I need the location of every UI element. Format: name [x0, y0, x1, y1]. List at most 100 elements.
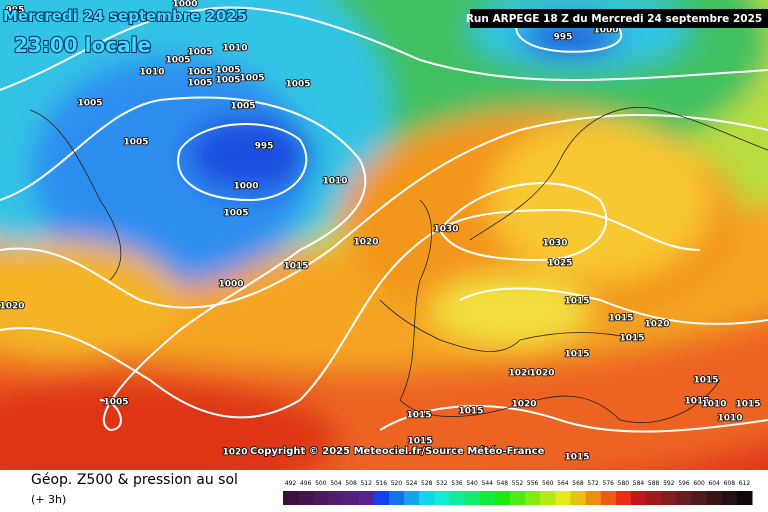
colorbar-tick: 584	[633, 480, 645, 487]
isobar-label: 1005	[103, 398, 128, 408]
coastlines	[29, 107, 768, 423]
colorbar-tick: 560	[542, 480, 554, 487]
colorbar-tick: 604	[708, 480, 720, 487]
colorbar-tick: 612	[739, 480, 751, 487]
colorbar-swatch	[404, 491, 420, 505]
colorbar-swatch	[630, 491, 647, 505]
isobar-label: 1030	[433, 225, 458, 235]
colorbar-tick: 516	[376, 480, 388, 487]
isobar-label: 1030	[542, 239, 567, 249]
isobar-label: 1005	[223, 209, 248, 219]
colorbar-swatch	[343, 491, 360, 505]
colorbar-swatch	[373, 491, 390, 505]
isobar-label: 1020	[529, 369, 554, 379]
colorbar-swatch	[600, 491, 617, 505]
colorbar-swatch	[328, 491, 345, 505]
colorbar-swatch	[736, 491, 753, 505]
colorbar-tick: 552	[512, 480, 524, 487]
colorbar: 492 496 500 504 508 512 516 520 524 528 532 536 540 5…	[283, 480, 753, 505]
colorbar-swatch	[313, 491, 329, 505]
isobar-label: 995	[554, 33, 573, 43]
colorbar-swatch	[298, 491, 314, 505]
isobar-label: 1005	[215, 66, 240, 76]
isobar-label: 1000	[218, 280, 243, 290]
colorbar-swatch	[615, 491, 632, 505]
isobar-label: 1015	[458, 407, 483, 417]
run-label: Run ARPEGE 18 Z du Mercredi 24 septembre…	[466, 13, 762, 25]
isobar-label: 1000	[233, 182, 258, 192]
colorbar-tick: 528	[421, 480, 433, 487]
isobar-label: 1015	[564, 297, 589, 307]
colorbar-swatch	[721, 491, 738, 505]
colorbar-swatch	[691, 491, 708, 505]
colorbar-swatch	[585, 491, 602, 505]
colorbar-tick: 572	[587, 480, 599, 487]
colorbar-tick: 500	[315, 480, 327, 487]
isobar-label: 1015	[406, 411, 431, 421]
isobar-label: 1000	[172, 0, 197, 10]
isobar-label: 1020	[511, 400, 536, 410]
isobar-label: 1015	[684, 397, 709, 407]
isobar-label: 1015	[283, 262, 308, 272]
colorbar-swatch	[283, 491, 299, 505]
isobar-label: 1015	[619, 334, 644, 344]
colorbar-tick: 496	[300, 480, 312, 487]
colorbar-tick: 536	[451, 480, 463, 487]
run-box	[470, 9, 768, 28]
date-label: Mercredi 24 septembre 2025	[3, 7, 247, 25]
isobar-label: 1010	[322, 177, 347, 187]
colorbar-swatch	[555, 491, 571, 505]
isobar-label: 1005	[77, 99, 102, 109]
colorbar-tick: 508	[345, 480, 357, 487]
colorbar-swatch	[388, 491, 405, 505]
colorbar-swatch	[449, 491, 466, 505]
isobar-label: 1020	[0, 302, 25, 312]
copyright: Copyright © 2025 Meteociel.fr/Source Mét…	[250, 445, 545, 457]
isobar-label: 995	[6, 6, 25, 16]
time-label: 23:00 locale	[14, 33, 151, 57]
colorbar-swatch	[661, 491, 677, 505]
isobar-label: 1010	[222, 44, 247, 54]
colorbar-tick: 600	[693, 480, 705, 487]
colorbar-tick: 548	[497, 480, 509, 487]
colorbar-tick: 512	[360, 480, 372, 487]
isobar-label: 1025	[547, 259, 572, 269]
legend-title: Géop. Z500 & pression au sol	[31, 472, 238, 488]
colorbar-tick: 580	[618, 480, 630, 487]
isobar-label: 1015	[693, 376, 718, 386]
isobar-label: 1020	[644, 320, 669, 330]
isobar-label: 1000	[593, 26, 618, 36]
colorbar-tick: 576	[603, 480, 615, 487]
isobar-label: 1005	[239, 74, 264, 84]
colorbar-swatch	[464, 491, 481, 505]
colorbar-tick: 568	[572, 480, 584, 487]
colorbar-swatch	[358, 491, 375, 505]
isobar-label: 1015	[735, 400, 760, 410]
isobar-label: 995	[255, 142, 274, 152]
colorbar-swatch	[494, 491, 511, 505]
colorbar-swatch	[434, 491, 450, 505]
isobar-label: 1015	[564, 350, 589, 360]
colorbar-swatch	[676, 491, 692, 505]
isobar-label: 1005	[165, 56, 190, 66]
isobar-label: 1005	[285, 80, 310, 90]
colorbar-tick: 556	[527, 480, 539, 487]
isobar-label: 1005	[230, 102, 255, 112]
legend-subtitle: (+ 3h)	[31, 493, 66, 506]
colorbar-tick: 588	[648, 480, 660, 487]
colorbar-tick: 540	[466, 480, 478, 487]
isobar-label: 1005	[187, 48, 212, 58]
isobar-label: 1010	[701, 400, 726, 410]
isobar-label: 1020	[508, 369, 533, 379]
colorbar-swatch	[706, 491, 723, 505]
isobar-label: 1015	[608, 314, 633, 324]
colorbar-swatch	[646, 491, 662, 505]
colorbar-tick: 504	[330, 480, 342, 487]
isobar-label: 1015	[407, 437, 432, 447]
isobar-label: 1020	[353, 238, 378, 248]
colorbar-tick: 492	[285, 480, 297, 487]
colorbar-tick: 596	[678, 480, 690, 487]
